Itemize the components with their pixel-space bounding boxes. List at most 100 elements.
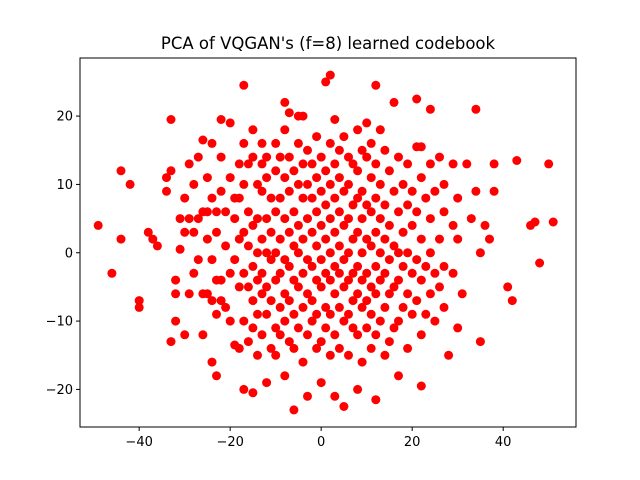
data-point — [207, 193, 217, 203]
data-point — [289, 275, 299, 285]
data-point — [275, 268, 285, 278]
data-point — [239, 138, 249, 148]
data-point — [330, 115, 340, 124]
data-point — [280, 289, 290, 299]
data-point — [257, 138, 267, 148]
data-point — [193, 255, 203, 265]
data-point — [394, 275, 403, 285]
data-point — [280, 214, 290, 224]
data-point — [212, 207, 221, 217]
data-point — [462, 159, 472, 169]
data-point — [407, 268, 417, 278]
data-point — [325, 179, 335, 189]
data-point — [384, 337, 394, 347]
data-point — [448, 159, 458, 169]
data-point — [321, 302, 331, 312]
data-point — [184, 159, 194, 169]
data-point — [189, 268, 199, 278]
data-point — [380, 145, 390, 155]
data-point — [375, 275, 385, 285]
data-point — [348, 323, 358, 333]
data-point — [171, 289, 181, 299]
data-point — [148, 234, 158, 244]
data-point — [266, 255, 276, 265]
data-point — [180, 330, 190, 340]
data-point — [216, 186, 226, 196]
plot-frame — [79, 57, 577, 428]
data-point — [212, 371, 221, 381]
data-point — [234, 234, 244, 244]
data-point — [221, 302, 231, 312]
data-point — [353, 289, 363, 299]
data-point — [412, 94, 422, 104]
data-point — [394, 248, 403, 258]
data-point — [394, 316, 403, 326]
data-point — [312, 132, 322, 142]
data-point — [262, 214, 272, 224]
data-point — [366, 207, 376, 217]
data-point — [303, 179, 312, 189]
data-point — [107, 268, 117, 278]
data-point — [362, 268, 372, 278]
data-point — [230, 255, 240, 265]
data-point — [348, 234, 358, 244]
data-point — [189, 179, 199, 189]
data-point — [398, 302, 408, 312]
data-point — [271, 275, 281, 285]
data-point — [353, 125, 363, 135]
data-point — [362, 296, 372, 306]
data-point — [389, 241, 399, 251]
x-tick-label: 40 — [495, 435, 512, 450]
data-point — [166, 166, 176, 176]
data-point — [253, 275, 262, 285]
data-point — [207, 255, 217, 265]
data-point — [316, 255, 326, 265]
x-tick-label: 0 — [317, 435, 325, 450]
data-point — [275, 234, 285, 244]
data-point — [321, 77, 331, 87]
data-point — [298, 357, 308, 367]
data-point — [180, 193, 190, 203]
data-point — [253, 179, 262, 189]
data-point — [275, 193, 285, 203]
data-point — [171, 316, 181, 326]
data-point — [334, 173, 344, 183]
data-point — [471, 104, 481, 114]
data-point — [243, 241, 253, 251]
data-point — [257, 159, 267, 169]
data-point — [280, 255, 290, 265]
data-point — [193, 214, 203, 224]
data-point — [330, 193, 340, 203]
data-point — [266, 227, 276, 237]
data-point — [380, 350, 390, 360]
y-tick-label: −10 — [46, 315, 73, 330]
data-point — [398, 179, 408, 189]
data-point — [189, 227, 199, 237]
data-point — [271, 138, 281, 148]
data-point — [380, 302, 390, 312]
data-point — [248, 388, 258, 398]
data-point — [334, 302, 344, 312]
data-point — [202, 289, 212, 299]
data-point — [280, 173, 290, 183]
data-point — [339, 220, 349, 230]
data-point — [357, 186, 367, 196]
data-point — [234, 193, 244, 203]
data-point — [362, 323, 372, 333]
data-point — [334, 145, 344, 155]
x-axis: −40 −20 0 20 40 — [125, 427, 511, 450]
data-point — [375, 316, 385, 326]
data-point — [239, 179, 249, 189]
data-point — [162, 186, 171, 196]
data-point — [475, 248, 485, 258]
data-point — [325, 248, 335, 258]
data-point — [344, 152, 353, 162]
x-tick-label: −40 — [125, 435, 152, 450]
data-point — [216, 296, 226, 306]
data-point — [248, 220, 258, 230]
data-point — [275, 152, 285, 162]
data-point — [312, 241, 322, 251]
y-tick-label: 20 — [56, 110, 73, 125]
data-point — [371, 193, 381, 203]
data-point — [453, 234, 463, 244]
